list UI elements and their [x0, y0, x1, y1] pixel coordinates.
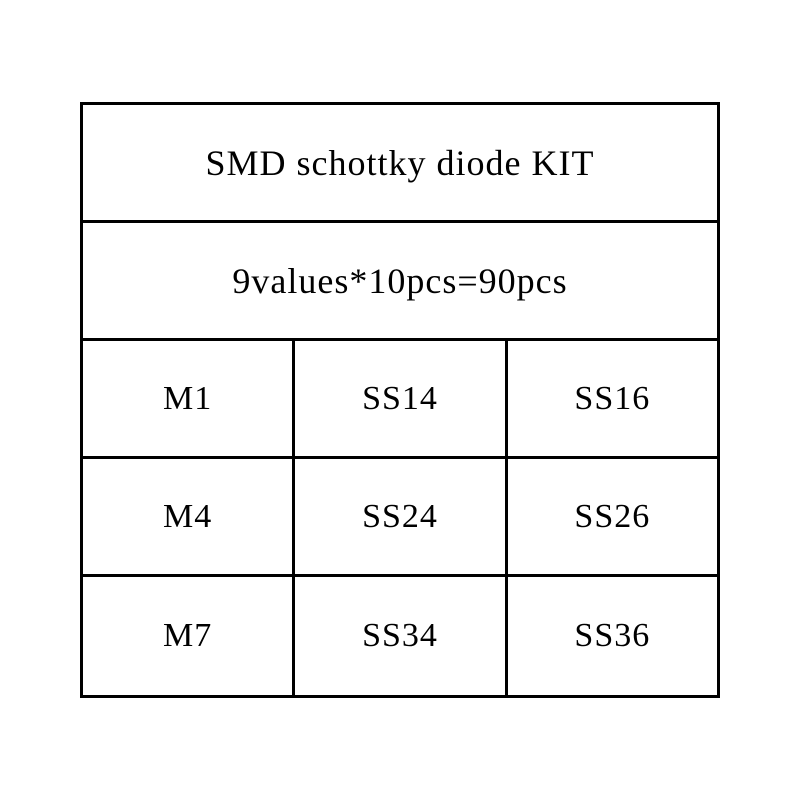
table-row: M1 SS14 SS16	[83, 341, 717, 459]
table-cell: SS14	[295, 341, 507, 456]
diode-kit-table: SMD schottky diode KIT 9values*10pcs=90p…	[80, 102, 720, 698]
table-subheader-row: 9values*10pcs=90pcs	[83, 223, 717, 341]
cell-value: M4	[163, 498, 212, 536]
table-cell: SS16	[508, 341, 717, 456]
cell-value: SS34	[362, 617, 438, 655]
table-subtitle: 9values*10pcs=90pcs	[232, 260, 567, 302]
table-row: M4 SS24 SS26	[83, 459, 717, 577]
cell-value: SS16	[574, 380, 650, 418]
table-cell: SS26	[508, 459, 717, 574]
table-cell: SS34	[295, 577, 507, 695]
cell-value: M7	[163, 617, 212, 655]
table-cell: SS24	[295, 459, 507, 574]
cell-value: SS14	[362, 380, 438, 418]
cell-value: SS36	[574, 617, 650, 655]
table-cell: SS36	[508, 577, 717, 695]
table-cell: M4	[83, 459, 295, 574]
cell-value: M1	[163, 380, 212, 418]
cell-value: SS24	[362, 498, 438, 536]
cell-value: SS26	[574, 498, 650, 536]
table-cell: M1	[83, 341, 295, 456]
table-row: M7 SS34 SS36	[83, 577, 717, 695]
table-title: SMD schottky diode KIT	[206, 142, 595, 184]
table-header-row: SMD schottky diode KIT	[83, 105, 717, 223]
table-cell: M7	[83, 577, 295, 695]
